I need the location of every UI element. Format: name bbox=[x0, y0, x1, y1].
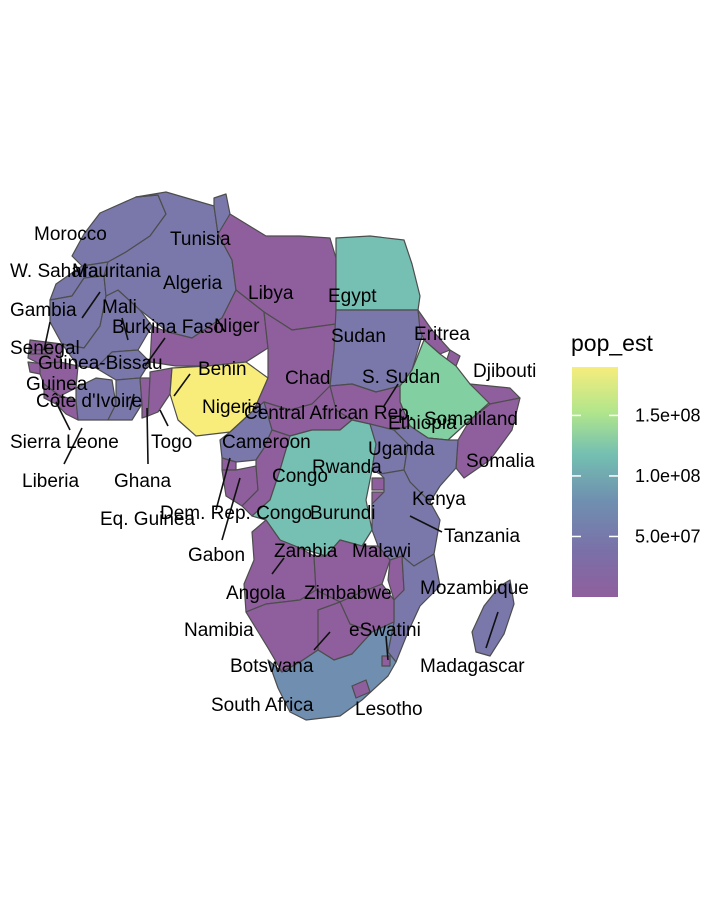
legend-tick-label: 1.0e+08 bbox=[635, 466, 701, 486]
label-eq-guinea: Eq. Guinea bbox=[100, 509, 195, 530]
label-mali: Mali bbox=[102, 297, 137, 318]
label-cote-divoire: Côte d'Ivoire bbox=[36, 391, 142, 412]
legend: pop_est 1.5e+08 1.0e+08 5.0e+07 bbox=[571, 330, 701, 597]
country-labels: Morocco W. Sahara Mauritania Gambia Mali… bbox=[10, 224, 536, 720]
leader-liberia bbox=[63, 427, 83, 465]
label-tanzania: Tanzania bbox=[444, 526, 520, 547]
label-nigeria: Nigeria bbox=[202, 397, 263, 418]
country-madagascar bbox=[471, 579, 515, 657]
label-guinea: Guinea bbox=[26, 374, 88, 395]
leader-sierra bbox=[55, 401, 71, 431]
country-rwanda bbox=[371, 477, 385, 491]
label-burkina-faso: Burkina Faso bbox=[112, 317, 224, 338]
label-s-sudan: S. Sudan bbox=[362, 367, 440, 388]
label-w-sahara: W. Sahara bbox=[10, 261, 99, 282]
label-leader-lines bbox=[43, 291, 499, 661]
label-zimbabwe: Zimbabwe bbox=[304, 583, 392, 604]
label-sudan: Sudan bbox=[331, 326, 386, 347]
label-dem-rep-congo: Dem. Rep. Congo bbox=[160, 503, 312, 524]
leader-cote bbox=[129, 393, 135, 411]
label-togo: Togo bbox=[151, 432, 192, 453]
label-central-african-rep: Central African Rep. bbox=[244, 403, 414, 424]
country-kenya bbox=[393, 425, 459, 503]
label-malawi: Malawi bbox=[352, 541, 411, 562]
label-zambia: Zambia bbox=[274, 541, 338, 562]
label-egypt: Egypt bbox=[328, 286, 377, 307]
legend-tick-label: 1.5e+08 bbox=[635, 405, 701, 425]
country-benin bbox=[147, 367, 173, 417]
label-kenya: Kenya bbox=[412, 489, 466, 510]
label-eswatini: eSwatini bbox=[349, 620, 421, 641]
leader-gabon bbox=[221, 477, 241, 541]
leader-madagascar bbox=[485, 611, 499, 649]
leader-togo bbox=[159, 409, 169, 427]
label-djibouti: Djibouti bbox=[473, 361, 536, 382]
label-mozambique: Mozambique bbox=[420, 578, 529, 599]
leader-eswatini bbox=[385, 635, 389, 661]
legend-title: pop_est bbox=[571, 330, 653, 356]
label-niger: Niger bbox=[214, 316, 260, 337]
label-somaliland: Somaliland bbox=[424, 409, 518, 430]
label-ethiopia: Ethiopia bbox=[388, 413, 457, 434]
country-lesotho bbox=[351, 679, 371, 699]
leader-ghana bbox=[146, 407, 149, 465]
label-morocco: Morocco bbox=[34, 224, 107, 245]
label-cameroon: Cameroon bbox=[222, 432, 311, 453]
country-eswatini bbox=[381, 655, 391, 667]
label-sierra-leone: Sierra Leone bbox=[10, 432, 119, 453]
label-somalia: Somalia bbox=[466, 451, 535, 472]
label-chad: Chad bbox=[285, 368, 330, 389]
label-congo: Congo bbox=[272, 466, 328, 487]
label-eritrea: Eritrea bbox=[414, 324, 470, 345]
leader-eqguinea bbox=[215, 457, 231, 511]
label-tunisia: Tunisia bbox=[170, 229, 231, 250]
leader-burkina bbox=[144, 337, 166, 367]
label-mauritania: Mauritania bbox=[72, 261, 161, 282]
leader-angola bbox=[271, 557, 285, 575]
country-egypt bbox=[335, 235, 421, 311]
label-liberia: Liberia bbox=[22, 471, 79, 492]
label-gabon: Gabon bbox=[188, 545, 245, 566]
label-algeria: Algeria bbox=[163, 273, 223, 294]
label-angola: Angola bbox=[226, 583, 286, 604]
legend-colorbar bbox=[572, 367, 618, 597]
label-namibia: Namibia bbox=[184, 620, 254, 641]
leader-mauritania bbox=[81, 291, 101, 319]
label-lesotho: Lesotho bbox=[355, 699, 423, 720]
country-mali bbox=[61, 289, 153, 369]
label-botswana: Botswana bbox=[230, 656, 314, 677]
label-rwanda: Rwanda bbox=[312, 457, 382, 478]
label-guinea-bissau: Guinea-Bissau bbox=[38, 353, 163, 374]
label-gambia: Gambia bbox=[10, 300, 77, 321]
leader-mali bbox=[121, 317, 129, 341]
legend-ticks: 1.5e+08 1.0e+08 5.0e+07 bbox=[572, 405, 701, 546]
leader-tanzania bbox=[409, 515, 443, 533]
label-madagascar: Madagascar bbox=[420, 656, 525, 677]
leader-car bbox=[383, 383, 399, 407]
countries bbox=[27, 191, 521, 721]
leader-botswana bbox=[313, 631, 331, 651]
label-benin: Benin bbox=[198, 359, 247, 380]
label-libya: Libya bbox=[248, 283, 294, 304]
label-uganda: Uganda bbox=[368, 439, 435, 460]
leader-gambia bbox=[43, 321, 51, 351]
label-burundi: Burundi bbox=[310, 503, 376, 524]
legend-tick-label: 5.0e+07 bbox=[635, 526, 701, 546]
label-senegal: Senegal bbox=[10, 338, 80, 359]
label-ghana: Ghana bbox=[114, 471, 171, 492]
label-south-africa: South Africa bbox=[211, 695, 314, 716]
leader-benin bbox=[173, 373, 191, 397]
